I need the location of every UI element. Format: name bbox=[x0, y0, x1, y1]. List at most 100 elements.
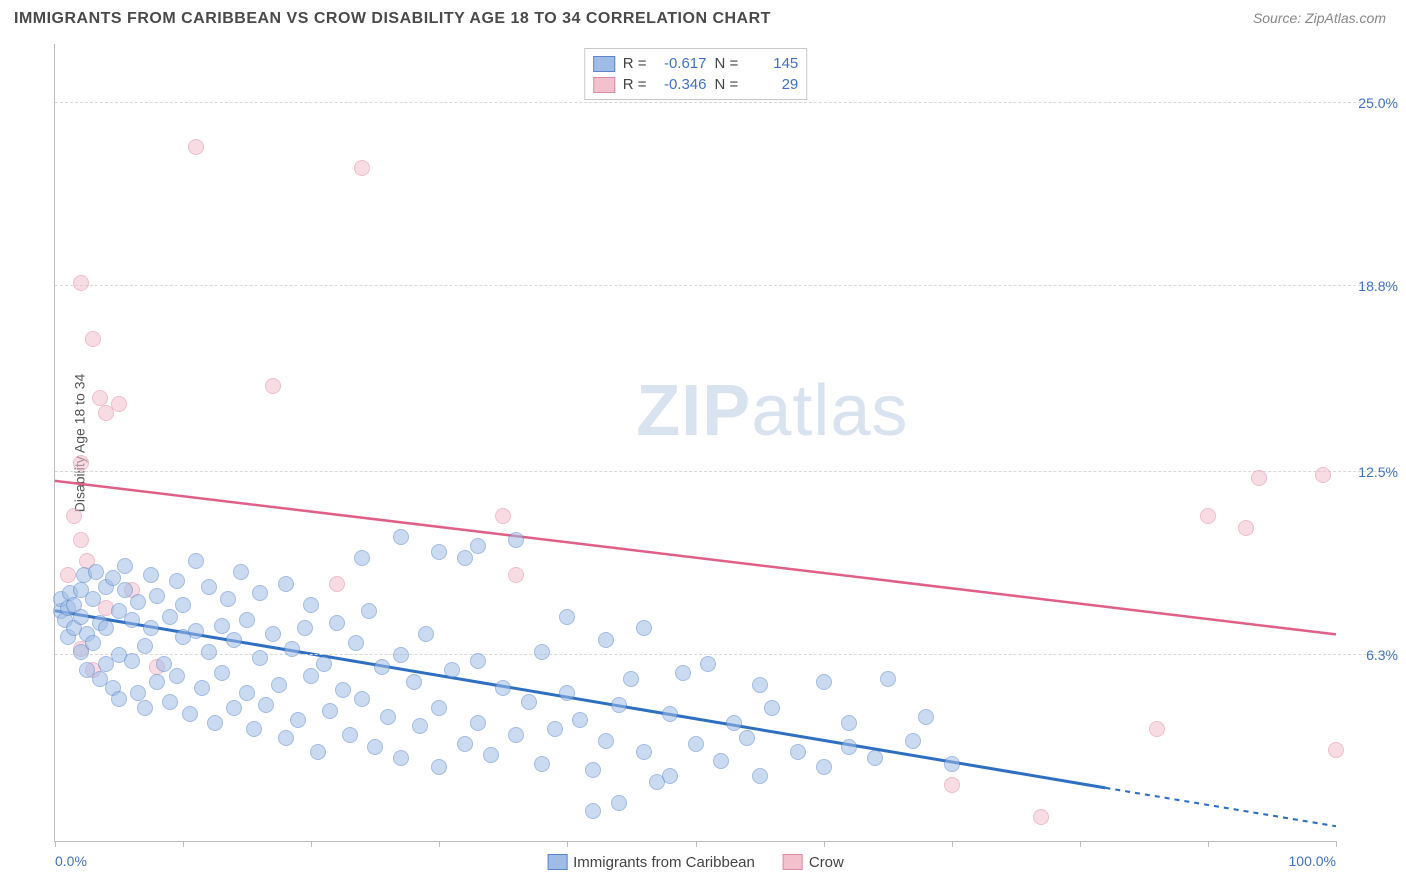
x-tick bbox=[1080, 841, 1081, 847]
x-tick bbox=[55, 841, 56, 847]
data-point bbox=[143, 567, 159, 583]
legend-swatch-2 bbox=[593, 77, 615, 93]
data-point bbox=[214, 618, 230, 634]
data-point bbox=[297, 620, 313, 636]
data-point bbox=[182, 706, 198, 722]
x-tick bbox=[439, 841, 440, 847]
data-point bbox=[713, 753, 729, 769]
data-point bbox=[611, 795, 627, 811]
data-point bbox=[662, 768, 678, 784]
data-point bbox=[1149, 721, 1165, 737]
data-point bbox=[944, 756, 960, 772]
data-point bbox=[214, 665, 230, 681]
data-point bbox=[111, 396, 127, 412]
data-point bbox=[303, 668, 319, 684]
data-point bbox=[726, 715, 742, 731]
n-value-1: 145 bbox=[746, 55, 798, 72]
data-point bbox=[85, 591, 101, 607]
data-point bbox=[130, 594, 146, 610]
y-tick-label: 25.0% bbox=[1358, 95, 1398, 111]
data-point bbox=[194, 680, 210, 696]
x-tick-label: 0.0% bbox=[55, 853, 87, 869]
data-point bbox=[98, 620, 114, 636]
data-point bbox=[534, 756, 550, 772]
data-point bbox=[841, 715, 857, 731]
data-point bbox=[598, 632, 614, 648]
data-point bbox=[905, 733, 921, 749]
data-point bbox=[752, 677, 768, 693]
x-tick-label: 100.0% bbox=[1289, 853, 1336, 869]
data-point bbox=[431, 544, 447, 560]
data-point bbox=[73, 532, 89, 548]
data-point bbox=[1238, 520, 1254, 536]
data-point bbox=[252, 650, 268, 666]
data-point bbox=[335, 682, 351, 698]
data-point bbox=[226, 632, 242, 648]
data-point bbox=[354, 550, 370, 566]
data-point bbox=[534, 644, 550, 660]
data-point bbox=[233, 564, 249, 580]
data-point bbox=[85, 635, 101, 651]
data-point bbox=[60, 567, 76, 583]
data-point bbox=[329, 615, 345, 631]
data-point bbox=[156, 656, 172, 672]
data-point bbox=[265, 626, 281, 642]
x-tick bbox=[952, 841, 953, 847]
data-point bbox=[137, 638, 153, 654]
data-point bbox=[393, 529, 409, 545]
data-point bbox=[790, 744, 806, 760]
data-point bbox=[117, 558, 133, 574]
data-point bbox=[867, 750, 883, 766]
data-point bbox=[162, 609, 178, 625]
data-point bbox=[284, 641, 300, 657]
data-point bbox=[841, 739, 857, 755]
series-legend: Immigrants from Caribbean Crow bbox=[547, 854, 844, 871]
data-point bbox=[508, 567, 524, 583]
data-point bbox=[73, 275, 89, 291]
data-point bbox=[636, 620, 652, 636]
x-tick bbox=[183, 841, 184, 847]
y-tick-label: 18.8% bbox=[1358, 278, 1398, 294]
gridline bbox=[55, 285, 1396, 286]
data-point bbox=[508, 727, 524, 743]
data-point bbox=[816, 674, 832, 690]
data-point bbox=[470, 653, 486, 669]
data-point bbox=[278, 730, 294, 746]
legend-label-2: Crow bbox=[809, 854, 844, 871]
data-point bbox=[880, 671, 896, 687]
legend-item-2: Crow bbox=[783, 854, 844, 871]
correlation-legend: R = -0.617 N = 145 R = -0.346 N = 29 bbox=[584, 48, 808, 100]
data-point bbox=[470, 715, 486, 731]
data-point bbox=[105, 570, 121, 586]
source-attribution: Source: ZipAtlas.com bbox=[1253, 10, 1386, 28]
data-point bbox=[412, 718, 428, 734]
data-point bbox=[124, 612, 140, 628]
legend-row-series-2: R = -0.346 N = 29 bbox=[593, 74, 799, 95]
source-prefix: Source: bbox=[1253, 10, 1305, 26]
data-point bbox=[1033, 809, 1049, 825]
data-point bbox=[1315, 467, 1331, 483]
data-point bbox=[124, 653, 140, 669]
data-point bbox=[271, 677, 287, 693]
data-point bbox=[457, 736, 473, 752]
data-point bbox=[290, 712, 306, 728]
data-point bbox=[508, 532, 524, 548]
plot-area: Disability Age 18 to 34 ZIPatlas R = -0.… bbox=[36, 44, 1336, 842]
legend-bottom-swatch-1 bbox=[547, 854, 567, 870]
source-name: ZipAtlas.com bbox=[1305, 10, 1386, 26]
data-point bbox=[169, 668, 185, 684]
x-tick bbox=[696, 841, 697, 847]
data-point bbox=[1251, 470, 1267, 486]
data-point bbox=[92, 390, 108, 406]
x-tick bbox=[311, 841, 312, 847]
data-point bbox=[188, 623, 204, 639]
data-point bbox=[169, 573, 185, 589]
x-tick bbox=[567, 841, 568, 847]
data-point bbox=[73, 455, 89, 471]
r-label-1: R = bbox=[623, 55, 647, 72]
data-point bbox=[752, 768, 768, 784]
data-point bbox=[137, 700, 153, 716]
r-label-2: R = bbox=[623, 76, 647, 93]
data-point bbox=[764, 700, 780, 716]
chart-title: IMMIGRANTS FROM CARIBBEAN VS CROW DISABI… bbox=[14, 10, 771, 28]
